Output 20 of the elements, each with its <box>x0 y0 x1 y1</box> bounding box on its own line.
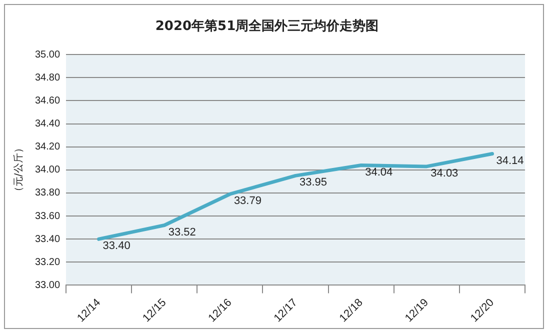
y-tick-label: 34.20 <box>34 142 60 153</box>
data-label: 34.03 <box>430 167 458 180</box>
y-tick-label: 33.60 <box>34 210 60 222</box>
data-label: 33.79 <box>234 195 262 208</box>
data-label: 34.04 <box>365 166 393 178</box>
y-tick-label: 33.20 <box>34 256 60 268</box>
y-tick-label: 33.00 <box>34 280 60 291</box>
y-tick-label: 34.00 <box>34 164 60 176</box>
y-tick-label: 35.00 <box>34 49 60 60</box>
y-tick-label: 33.80 <box>34 188 60 199</box>
y-tick-label: 34.40 <box>34 118 60 130</box>
data-label: 33.52 <box>168 226 196 238</box>
data-label: 34.14 <box>496 154 524 167</box>
y-tick-label: 33.40 <box>34 234 60 245</box>
chart-title: 2020年第51周全国外三元均价走势图 <box>155 18 379 34</box>
y-axis-title: （元/公斤） <box>12 143 25 197</box>
y-tick-label: 34.60 <box>34 95 60 106</box>
y-tick-label: 34.80 <box>34 72 60 84</box>
data-label: 33.40 <box>102 240 130 252</box>
data-label: 33.95 <box>300 176 328 189</box>
